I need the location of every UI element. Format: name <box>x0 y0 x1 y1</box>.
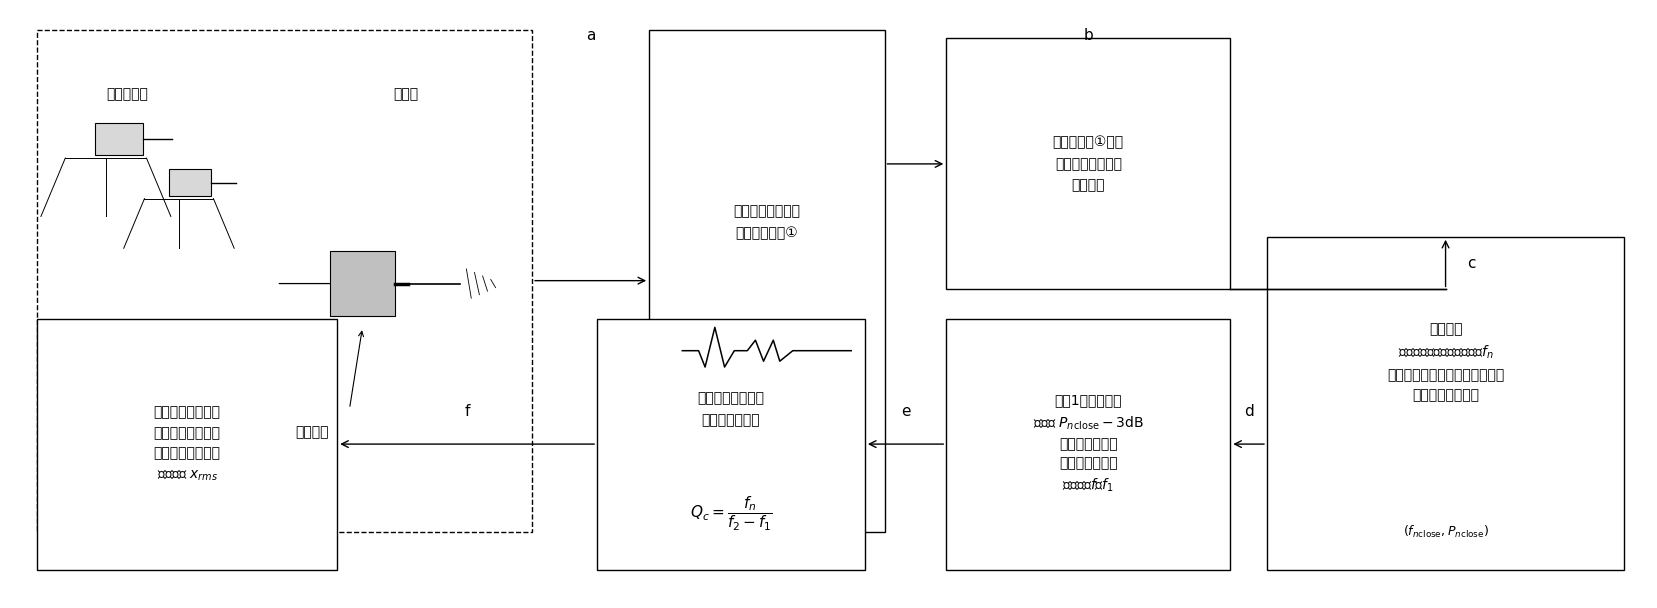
Text: $(f_{n\mathrm{close}},P_{n\mathrm{close}})$: $(f_{n\mathrm{close}},P_{n\mathrm{close}… <box>1402 523 1488 540</box>
Text: b: b <box>1084 28 1094 43</box>
Bar <box>650 30 885 531</box>
Bar <box>330 252 394 316</box>
Text: 超声刀: 超声刀 <box>394 87 419 101</box>
Bar <box>946 319 1231 570</box>
Text: 激光测振仪: 激光测振仪 <box>106 87 147 101</box>
Text: 超声刀头: 超声刀头 <box>295 426 328 440</box>
Text: 对振动信号①进行
功率谱分析，获得
功率谱图: 对振动信号①进行 功率谱分析，获得 功率谱图 <box>1052 135 1123 193</box>
Text: 对收集到的振动信
号进行均方根值计
算，获得采集信号
的有效值 $x_{rms}$: 对收集到的振动信 号进行均方根值计 算，获得采集信号 的有效值 $x_{rms}… <box>154 406 220 483</box>
Bar <box>169 169 210 196</box>
Bar <box>36 30 532 531</box>
Bar <box>94 123 143 155</box>
Bar <box>946 38 1231 289</box>
Text: 在功率谱
图中选定超声刀头振动频率$f_n$
附近的最大频率峰值，并记录该
峰值的横纵坐标值: 在功率谱 图中选定超声刀头振动频率$f_n$ 附近的最大频率峰值，并记录该 峰值… <box>1387 322 1505 402</box>
Bar <box>597 319 865 570</box>
Text: d: d <box>1244 404 1254 420</box>
Text: $Q_c=\dfrac{f_n}{f_2-f_1}$: $Q_c=\dfrac{f_n}{f_2-f_1}$ <box>689 495 772 533</box>
Bar <box>1268 237 1624 570</box>
Text: 在图1中画一条纵
坐标为 $P_{n\mathrm{close}}-3\mathrm{dB}$
的直线，获得半
功率值对应的两
个频率值$f$和$f_1$: 在图1中画一条纵 坐标为 $P_{n\mathrm{close}}-3\math… <box>1032 394 1143 494</box>
Text: f: f <box>464 404 471 420</box>
Text: a: a <box>587 28 595 43</box>
Text: 获取超声刀头轴向
高频振动信号①: 获取超声刀头轴向 高频振动信号① <box>734 204 800 240</box>
Text: e: e <box>901 404 910 420</box>
Text: c: c <box>1468 255 1476 271</box>
Bar <box>36 319 338 570</box>
Text: 计算超声刀振动能
量效率评价指标: 计算超声刀振动能 量效率评价指标 <box>698 391 764 427</box>
